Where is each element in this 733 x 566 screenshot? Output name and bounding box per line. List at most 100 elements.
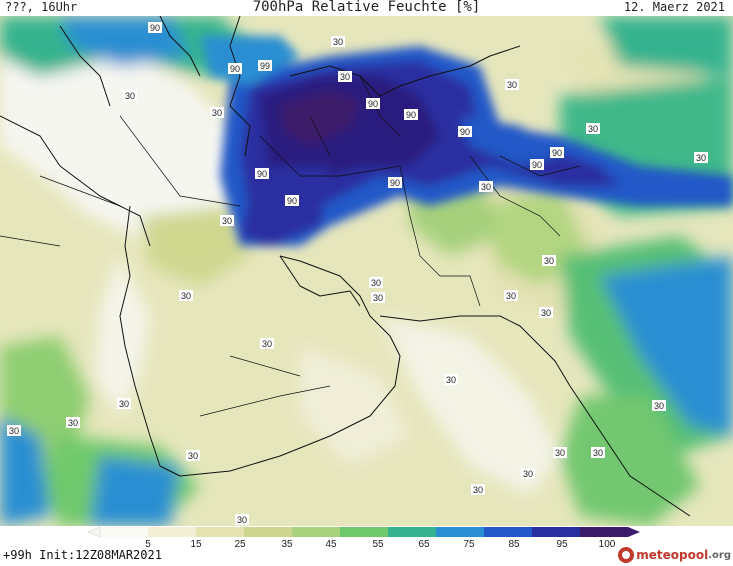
legend-swatch	[292, 527, 341, 537]
contour-label: 30	[652, 400, 666, 411]
map-header: ???, 16Uhr 700hPa Relative Feuchte [%] 1…	[0, 0, 733, 16]
svg-text:90: 90	[532, 160, 542, 170]
svg-text:90: 90	[460, 127, 470, 137]
contour-label: 30	[586, 123, 600, 134]
svg-text:90: 90	[552, 148, 562, 158]
contour-label: 90	[255, 168, 269, 179]
contour-label: 30	[521, 468, 535, 479]
svg-text:30: 30	[373, 293, 383, 303]
contour-label: 30	[539, 307, 553, 318]
legend-swatch	[244, 527, 293, 537]
legend-tick-label: 35	[281, 539, 293, 548]
contour-label: 30	[338, 71, 352, 82]
legend-swatch	[580, 527, 629, 537]
contour-label: 90	[404, 109, 418, 120]
contour-label: 90	[285, 195, 299, 206]
legend-swatch	[436, 527, 485, 537]
legend-swatch	[340, 527, 389, 537]
legend-tick-label: 75	[463, 539, 475, 548]
contour-label: 30	[371, 292, 385, 303]
contour-label: 30	[553, 447, 567, 458]
map-title: 700hPa Relative Feuchte [%]	[252, 0, 481, 15]
contour-label: 30	[444, 374, 458, 385]
svg-text:30: 30	[181, 291, 191, 301]
svg-text:30: 30	[588, 124, 598, 134]
contour-label: 90	[366, 98, 380, 109]
contour-label: 30	[471, 484, 485, 495]
svg-text:30: 30	[371, 278, 381, 288]
run-info: +99h Init:12Z08MAR2021	[3, 548, 162, 562]
svg-text:30: 30	[544, 256, 554, 266]
svg-text:30: 30	[523, 469, 533, 479]
contour-label: 99	[258, 60, 272, 71]
contour-label: 30	[505, 79, 519, 90]
svg-text:90: 90	[390, 178, 400, 188]
svg-text:30: 30	[222, 216, 232, 226]
svg-text:30: 30	[262, 339, 272, 349]
legend-tick-label: 55	[372, 539, 384, 548]
svg-text:30: 30	[340, 72, 350, 82]
country-borders	[0, 75, 581, 417]
contour-label: 90	[228, 63, 242, 74]
svg-text:30: 30	[541, 308, 551, 318]
contour-label: 30	[694, 152, 708, 163]
legend-swatch	[148, 527, 197, 537]
legend-swatch	[196, 527, 245, 537]
contour-label: 90	[458, 126, 472, 137]
svg-text:30: 30	[696, 153, 706, 163]
brand-name: meteopool	[636, 548, 709, 562]
legend-tick-label: 95	[556, 539, 568, 548]
svg-text:90: 90	[287, 196, 297, 206]
humidity-map-canvas: 90 30 90 99 30 30 30 90 90 90 30 90 90 3…	[0, 16, 733, 526]
legend-swatch	[100, 527, 149, 537]
brand-watermark: meteopool .org	[618, 545, 731, 565]
humidity-field-moist-band	[200, 36, 733, 246]
contour-label: 30	[117, 398, 131, 409]
color-legend: 5 15 25 35 45 55 65 75 85 95 100	[0, 526, 733, 566]
svg-text:30: 30	[125, 91, 135, 101]
legend-tick-labels: 5 15 25 35 45 55 65 75 85 95 100	[145, 539, 616, 550]
contour-label: 30	[542, 255, 556, 266]
humidity-map: 90 30 90 99 30 30 30 90 90 90 30 90 90 3…	[0, 16, 733, 526]
contour-label: 90	[550, 147, 564, 158]
svg-text:99: 99	[260, 61, 270, 71]
svg-text:30: 30	[333, 37, 343, 47]
legend-swatch	[484, 527, 533, 537]
svg-text:90: 90	[230, 64, 240, 74]
svg-text:30: 30	[212, 108, 222, 118]
legend-swatch	[388, 527, 437, 537]
svg-text:30: 30	[237, 515, 247, 525]
contour-label: 30	[331, 36, 345, 47]
valid-time-label: ???, 16Uhr	[5, 0, 78, 14]
svg-text:30: 30	[188, 451, 198, 461]
contour-label: 30	[260, 338, 274, 349]
svg-text:90: 90	[257, 169, 267, 179]
map-date: 12. Maerz 2021	[623, 0, 725, 14]
contour-labels: 90 30 90 99 30 30 30 90 90 90 30 90 90 3…	[7, 22, 708, 525]
coastlines	[0, 16, 691, 517]
legend-tick-label: 45	[325, 539, 337, 548]
legend-tick-label: 100	[599, 539, 616, 548]
legend-bar: 5 15 25 35 45 55 65 75 85 95 100	[87, 526, 640, 550]
svg-text:30: 30	[446, 375, 456, 385]
contour-label: 30	[210, 107, 224, 118]
legend-swatches	[100, 527, 629, 537]
svg-text:30: 30	[593, 448, 603, 458]
svg-text:30: 30	[481, 182, 491, 192]
contour-label: 30	[179, 290, 193, 301]
svg-text:30: 30	[473, 485, 483, 495]
contour-label: 90	[530, 159, 544, 170]
svg-text:30: 30	[9, 426, 19, 436]
svg-text:30: 30	[654, 401, 664, 411]
svg-text:90: 90	[150, 23, 160, 33]
contour-label: 30	[369, 277, 383, 288]
legend-max-arrow	[628, 527, 640, 537]
brand-tld: .org	[708, 549, 731, 561]
svg-text:30: 30	[506, 291, 516, 301]
legend-tick-label: 5	[145, 539, 151, 548]
svg-text:30: 30	[119, 399, 129, 409]
contour-label: 30	[235, 514, 249, 525]
legend-tick-label: 85	[508, 539, 520, 548]
contour-label: 90	[388, 177, 402, 188]
legend-min-arrow	[87, 526, 101, 538]
